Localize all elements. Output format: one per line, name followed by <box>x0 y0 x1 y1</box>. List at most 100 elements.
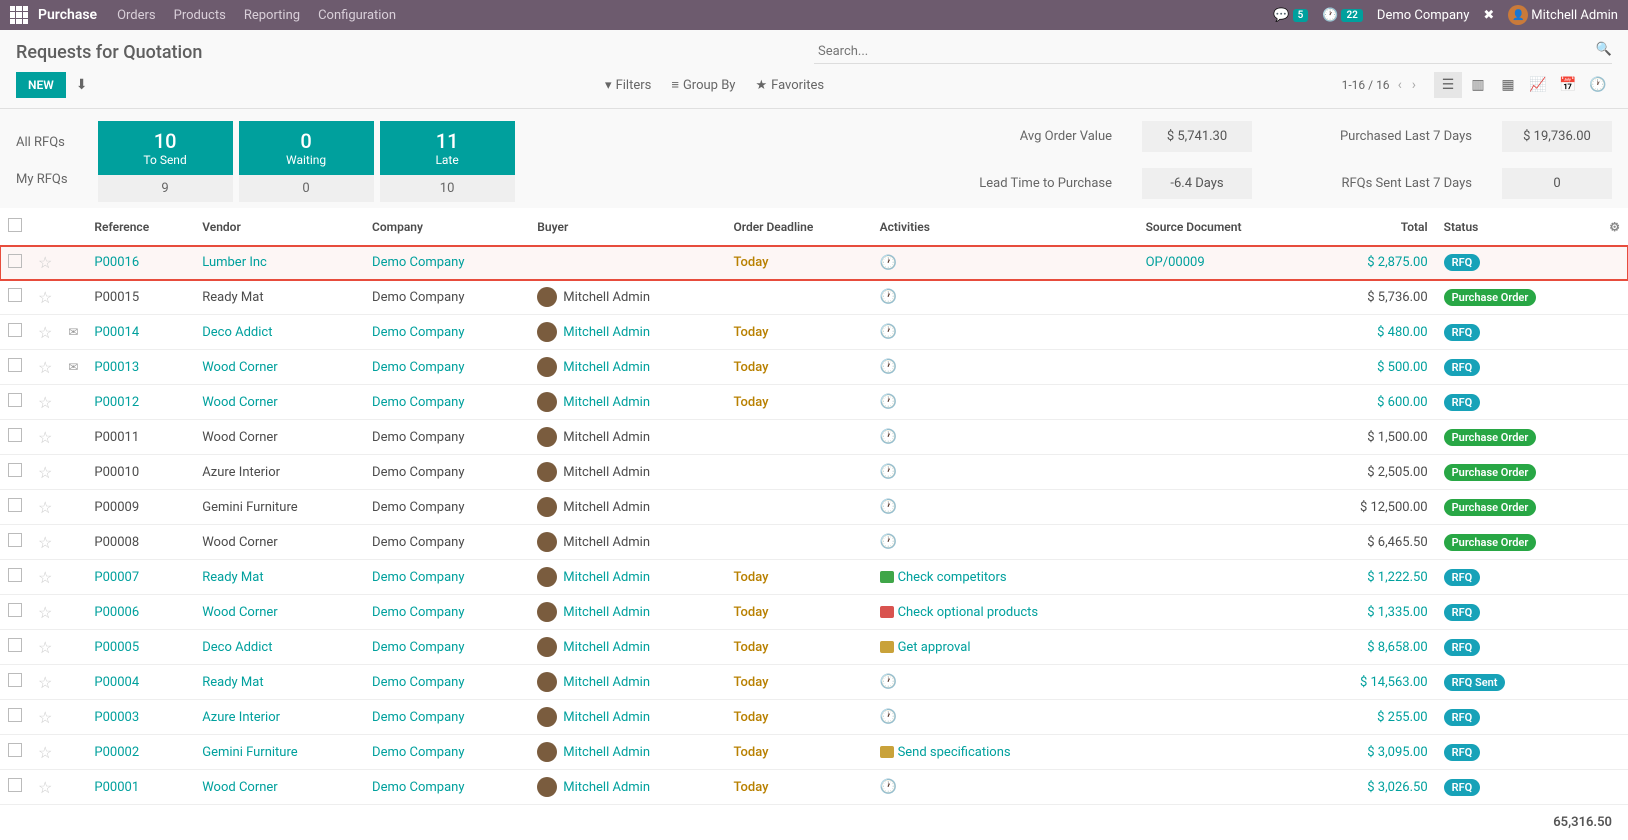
pager-prev-icon[interactable]: ‹ <box>1396 77 1404 93</box>
row-checkbox[interactable] <box>8 638 22 652</box>
search-icon[interactable]: 🔍 <box>1596 42 1612 57</box>
view-graph-icon[interactable]: 📈 <box>1524 72 1552 98</box>
view-list-icon[interactable]: ☰ <box>1434 72 1462 98</box>
buyer-name[interactable]: Mitchell Admin <box>563 710 650 725</box>
buyer-name[interactable]: Mitchell Admin <box>563 500 650 515</box>
col-deadline[interactable]: Order Deadline <box>725 208 871 246</box>
tile-late[interactable]: 11Late <box>380 121 515 175</box>
row-checkbox[interactable] <box>8 603 22 617</box>
company-link[interactable]: Demo Company <box>372 745 464 760</box>
search-input[interactable] <box>814 40 1612 64</box>
company-link[interactable]: Demo Company <box>372 640 464 655</box>
company-link[interactable]: Demo Company <box>372 325 464 340</box>
reference-link[interactable]: P00006 <box>94 605 139 620</box>
activity-icon[interactable]: 🕐22 <box>1322 8 1363 23</box>
row-checkbox[interactable] <box>8 778 22 792</box>
reference-link[interactable]: P00013 <box>94 360 139 375</box>
clock-icon[interactable]: 🕐 <box>880 429 897 445</box>
star-icon[interactable]: ☆ <box>38 533 52 552</box>
company-link[interactable]: Demo Company <box>372 570 464 585</box>
row-checkbox[interactable] <box>8 673 22 687</box>
pager-next-icon[interactable]: › <box>1410 77 1418 93</box>
vendor-link[interactable]: Wood Corner <box>202 430 277 445</box>
favorites-button[interactable]: ★ Favorites <box>755 77 824 93</box>
star-icon[interactable]: ☆ <box>38 358 52 377</box>
tile-my-0[interactable]: 9 <box>98 175 233 202</box>
star-icon[interactable]: ☆ <box>38 568 52 587</box>
message-icon[interactable]: ✉ <box>68 360 78 374</box>
row-checkbox[interactable] <box>8 358 22 372</box>
view-activity-icon[interactable]: 🕐 <box>1584 72 1612 98</box>
buyer-name[interactable]: Mitchell Admin <box>563 290 650 305</box>
user-menu[interactable]: 👤Mitchell Admin <box>1508 5 1618 25</box>
row-checkbox[interactable] <box>8 708 22 722</box>
star-icon[interactable]: ☆ <box>38 323 52 342</box>
clock-icon[interactable]: 🕐 <box>880 359 897 375</box>
buyer-name[interactable]: Mitchell Admin <box>563 465 650 480</box>
menu-reporting[interactable]: Reporting <box>244 8 300 23</box>
vendor-link[interactable]: Wood Corner <box>202 780 277 795</box>
buyer-name[interactable]: Mitchell Admin <box>563 395 650 410</box>
row-checkbox[interactable] <box>8 254 22 268</box>
company-link[interactable]: Demo Company <box>372 255 464 270</box>
col-company[interactable]: Company <box>364 208 529 246</box>
row-checkbox[interactable] <box>8 533 22 547</box>
vendor-link[interactable]: Lumber Inc <box>202 255 267 270</box>
reference-link[interactable]: P00004 <box>94 675 139 690</box>
all-rfqs-label[interactable]: All RFQs <box>16 135 68 150</box>
menu-products[interactable]: Products <box>174 8 226 23</box>
reference-link[interactable]: P00003 <box>94 710 139 725</box>
view-kanban-icon[interactable]: ▥ <box>1464 72 1492 98</box>
clock-icon[interactable]: 🕐 <box>880 255 897 271</box>
vendor-link[interactable]: Deco Addict <box>202 640 272 655</box>
star-icon[interactable]: ☆ <box>38 498 52 517</box>
filters-button[interactable]: ▾ Filters <box>605 77 651 93</box>
tile-my-1[interactable]: 0 <box>239 175 374 202</box>
buyer-name[interactable]: Mitchell Admin <box>563 535 650 550</box>
vendor-link[interactable]: Gemini Furniture <box>202 745 297 760</box>
company-link[interactable]: Demo Company <box>372 360 464 375</box>
star-icon[interactable]: ☆ <box>38 393 52 412</box>
vendor-link[interactable]: Ready Mat <box>202 290 263 305</box>
col-buyer[interactable]: Buyer <box>529 208 725 246</box>
company-link[interactable]: Demo Company <box>372 395 464 410</box>
vendor-link[interactable]: Gemini Furniture <box>202 500 297 515</box>
clock-icon[interactable]: 🕐 <box>880 709 897 725</box>
source-doc[interactable]: OP/00009 <box>1146 255 1205 270</box>
groupby-button[interactable]: ≡ Group By <box>671 77 735 93</box>
vendor-link[interactable]: Wood Corner <box>202 395 277 410</box>
reference-link[interactable]: P00014 <box>94 325 139 340</box>
activity-item[interactable]: Send specifications <box>880 745 1130 760</box>
company-link[interactable]: Demo Company <box>372 605 464 620</box>
row-checkbox[interactable] <box>8 743 22 757</box>
buyer-name[interactable]: Mitchell Admin <box>563 780 650 795</box>
vendor-link[interactable]: Wood Corner <box>202 360 277 375</box>
buyer-name[interactable]: Mitchell Admin <box>563 360 650 375</box>
buyer-name[interactable]: Mitchell Admin <box>563 430 650 445</box>
company-switcher[interactable]: Demo Company <box>1377 8 1469 23</box>
activity-item[interactable]: Check optional products <box>880 605 1130 620</box>
select-all-checkbox[interactable] <box>8 218 22 232</box>
clock-icon[interactable]: 🕐 <box>880 324 897 340</box>
debug-icon[interactable]: ✖ <box>1483 8 1494 23</box>
clock-icon[interactable]: 🕐 <box>880 499 897 515</box>
company-link[interactable]: Demo Company <box>372 500 464 515</box>
vendor-link[interactable]: Ready Mat <box>202 675 263 690</box>
vendor-link[interactable]: Wood Corner <box>202 535 277 550</box>
row-checkbox[interactable] <box>8 288 22 302</box>
buyer-name[interactable]: Mitchell Admin <box>563 745 650 760</box>
buyer-name[interactable]: Mitchell Admin <box>563 325 650 340</box>
company-link[interactable]: Demo Company <box>372 535 464 550</box>
reference-link[interactable]: P00012 <box>94 395 139 410</box>
reference-link[interactable]: P00007 <box>94 570 139 585</box>
vendor-link[interactable]: Deco Addict <box>202 325 272 340</box>
row-checkbox[interactable] <box>8 393 22 407</box>
row-checkbox[interactable] <box>8 428 22 442</box>
apps-icon[interactable] <box>10 6 28 24</box>
buyer-name[interactable]: Mitchell Admin <box>563 675 650 690</box>
menu-configuration[interactable]: Configuration <box>318 8 396 23</box>
new-button[interactable]: NEW <box>16 72 66 98</box>
reference-link[interactable]: P00001 <box>94 780 139 795</box>
col-total[interactable]: Total <box>1308 208 1436 246</box>
view-calendar-icon[interactable]: 📅 <box>1554 72 1582 98</box>
